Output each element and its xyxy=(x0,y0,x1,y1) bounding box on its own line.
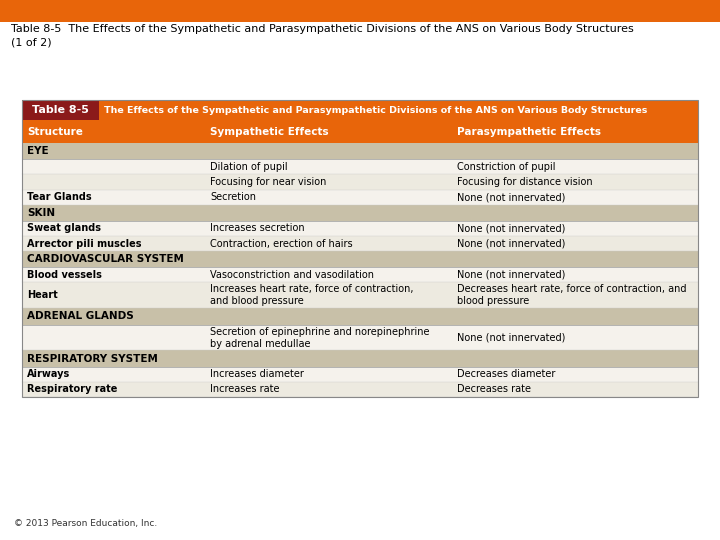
Text: Blood vessels: Blood vessels xyxy=(27,270,102,280)
Text: Parasympathetic Effects: Parasympathetic Effects xyxy=(457,127,601,137)
Bar xyxy=(0,0,720,22)
Text: None (not innervated): None (not innervated) xyxy=(457,333,565,342)
Bar xyxy=(22,382,698,397)
Text: Dilation of pupil: Dilation of pupil xyxy=(210,162,288,172)
Bar xyxy=(22,221,698,236)
Bar xyxy=(22,325,698,350)
Text: Increases secretion: Increases secretion xyxy=(210,224,305,233)
Bar xyxy=(22,100,99,120)
Text: Decreases heart rate, force of contraction, and
blood pressure: Decreases heart rate, force of contracti… xyxy=(457,285,687,306)
Text: CARDIOVASCULAR SYSTEM: CARDIOVASCULAR SYSTEM xyxy=(27,254,184,264)
Text: Heart: Heart xyxy=(27,291,58,300)
Text: Table 8-5: Table 8-5 xyxy=(32,105,89,115)
Text: Constriction of pupil: Constriction of pupil xyxy=(457,162,556,172)
Text: © 2013 Pearson Education, Inc.: © 2013 Pearson Education, Inc. xyxy=(14,519,158,528)
Text: None (not innervated): None (not innervated) xyxy=(457,270,565,280)
Text: Table 8-5  The Effects of the Sympathetic and Parasympathetic Divisions of the A: Table 8-5 The Effects of the Sympathetic… xyxy=(11,24,634,48)
Bar xyxy=(22,159,698,174)
Text: Secretion: Secretion xyxy=(210,192,256,202)
Text: None (not innervated): None (not innervated) xyxy=(457,224,565,233)
Text: Increases diameter: Increases diameter xyxy=(210,369,304,379)
Bar xyxy=(22,190,698,205)
Bar xyxy=(22,308,698,325)
Bar xyxy=(22,100,698,397)
Text: Decreases rate: Decreases rate xyxy=(457,384,531,394)
Text: None (not innervated): None (not innervated) xyxy=(457,239,565,248)
Bar xyxy=(22,251,698,267)
Bar xyxy=(22,282,698,308)
Text: Secretion of epinephrine and norepinephrine
by adrenal medullae: Secretion of epinephrine and norepinephr… xyxy=(210,327,430,348)
Text: Decreases diameter: Decreases diameter xyxy=(457,369,556,379)
Bar xyxy=(22,267,698,282)
Text: The Effects of the Sympathetic and Parasympathetic Divisions of the ANS on Vario: The Effects of the Sympathetic and Paras… xyxy=(104,106,647,114)
Text: Sweat glands: Sweat glands xyxy=(27,224,102,233)
Text: Structure: Structure xyxy=(27,127,84,137)
Text: Increases heart rate, force of contraction,
and blood pressure: Increases heart rate, force of contracti… xyxy=(210,285,413,306)
Text: Tear Glands: Tear Glands xyxy=(27,192,92,202)
Text: Arrector pili muscles: Arrector pili muscles xyxy=(27,239,142,248)
Text: Focusing for near vision: Focusing for near vision xyxy=(210,177,326,187)
Text: ADRENAL GLANDS: ADRENAL GLANDS xyxy=(27,312,134,321)
Bar xyxy=(22,143,698,159)
Text: Respiratory rate: Respiratory rate xyxy=(27,384,118,394)
Bar xyxy=(22,120,698,143)
Bar xyxy=(22,350,698,367)
Text: RESPIRATORY SYSTEM: RESPIRATORY SYSTEM xyxy=(27,354,158,363)
Text: EYE: EYE xyxy=(27,146,49,156)
Text: Contraction, erection of hairs: Contraction, erection of hairs xyxy=(210,239,353,248)
Text: None (not innervated): None (not innervated) xyxy=(457,192,565,202)
Text: SKIN: SKIN xyxy=(27,208,55,218)
Bar xyxy=(99,100,698,120)
Text: Sympathetic Effects: Sympathetic Effects xyxy=(210,127,329,137)
Bar xyxy=(22,205,698,221)
Text: Vasoconstriction and vasodilation: Vasoconstriction and vasodilation xyxy=(210,270,374,280)
Text: Increases rate: Increases rate xyxy=(210,384,279,394)
Bar xyxy=(22,174,698,190)
Text: Focusing for distance vision: Focusing for distance vision xyxy=(457,177,593,187)
Bar xyxy=(22,367,698,382)
Bar xyxy=(22,236,698,251)
Text: Airways: Airways xyxy=(27,369,71,379)
